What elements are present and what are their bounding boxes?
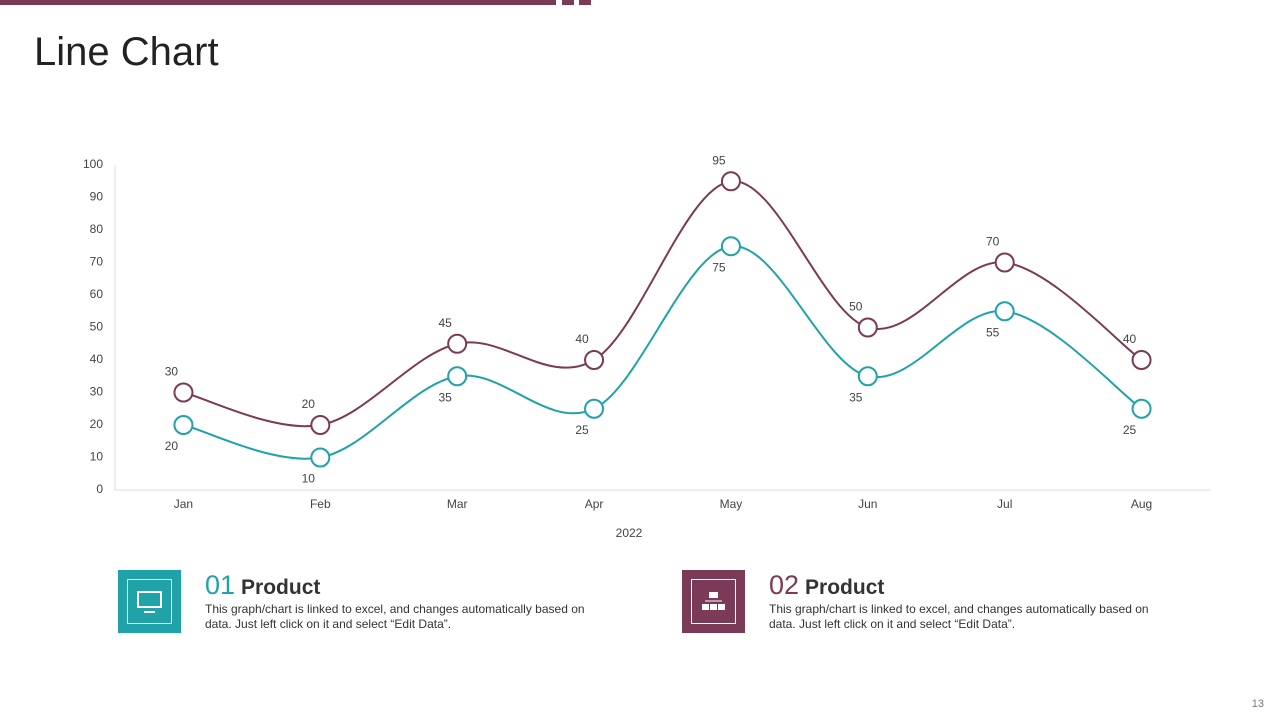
x-axis-label: 2022 xyxy=(616,526,643,540)
point xyxy=(857,366,878,387)
point xyxy=(720,171,741,192)
point xyxy=(584,350,605,370)
data-label: 45 xyxy=(439,316,453,330)
x-tick-label: Jun xyxy=(858,497,877,511)
data-label: 50 xyxy=(849,300,863,314)
card-number: 02 xyxy=(769,570,800,600)
x-tick-label: Apr xyxy=(585,497,604,511)
point xyxy=(1131,398,1152,419)
point xyxy=(173,415,194,435)
point xyxy=(584,398,605,419)
top-bar-square xyxy=(562,0,574,5)
y-tick-label: 50 xyxy=(90,320,104,334)
data-label: 10 xyxy=(302,472,316,486)
data-label: 30 xyxy=(165,365,179,379)
card-icon xyxy=(118,570,181,633)
x-tick-label: Jan xyxy=(174,497,193,511)
y-tick-label: 80 xyxy=(90,222,104,236)
page-number: 13 xyxy=(1251,698,1264,710)
card-text: This graph/chart is linked to excel, and… xyxy=(205,602,585,631)
card-title: Product xyxy=(805,576,885,599)
x-tick-label: Mar xyxy=(447,497,468,511)
point xyxy=(173,382,194,403)
point xyxy=(1131,350,1152,370)
card-heading: 02 Product xyxy=(769,570,884,601)
point xyxy=(310,415,331,435)
x-tick-label: Feb xyxy=(310,497,331,511)
card-icon xyxy=(682,570,745,633)
data-label: 40 xyxy=(575,332,589,346)
top-bar xyxy=(0,0,556,5)
top-bar-square xyxy=(579,0,591,5)
x-tick-label: Jul xyxy=(997,497,1012,511)
point xyxy=(447,333,468,354)
data-label: 25 xyxy=(575,423,589,437)
y-tick-label: 0 xyxy=(96,482,103,496)
data-label: 70 xyxy=(986,235,1000,249)
y-tick-label: 30 xyxy=(90,385,104,399)
data-label: 35 xyxy=(439,390,453,404)
point xyxy=(994,301,1015,322)
x-tick-label: May xyxy=(720,497,743,511)
data-label: 40 xyxy=(1123,332,1137,346)
y-tick-label: 10 xyxy=(90,450,104,464)
point xyxy=(994,252,1015,273)
slide-title: Line Chart xyxy=(34,30,219,74)
data-label: 35 xyxy=(849,390,863,404)
card: 02 Product This graph/chart is linked to … xyxy=(682,570,1162,636)
point xyxy=(310,447,331,468)
data-label: 25 xyxy=(1123,423,1137,437)
y-tick-label: 90 xyxy=(90,190,104,204)
data-label: 75 xyxy=(712,260,726,274)
data-label: 55 xyxy=(986,325,1000,339)
card-text: This graph/chart is linked to excel, and… xyxy=(769,602,1149,631)
data-label: 95 xyxy=(712,153,726,167)
data-label: 20 xyxy=(302,397,316,411)
point xyxy=(720,236,741,257)
series-line xyxy=(183,245,1143,460)
card-heading: 01 Product xyxy=(205,570,320,601)
y-tick-label: 20 xyxy=(90,417,104,431)
card-number: 01 xyxy=(205,570,236,600)
y-tick-label: 40 xyxy=(90,352,104,366)
card-title: Product xyxy=(241,576,321,599)
y-tick-label: 70 xyxy=(90,255,104,269)
card: 01 Product This graph/chart is linked to … xyxy=(118,570,598,636)
y-tick-label: 60 xyxy=(90,287,104,301)
x-tick-label: Aug xyxy=(1131,497,1152,511)
point xyxy=(857,317,878,338)
point xyxy=(447,366,468,387)
y-tick-label: 100 xyxy=(83,157,103,171)
data-label: 20 xyxy=(165,439,179,453)
series-line xyxy=(183,180,1143,428)
